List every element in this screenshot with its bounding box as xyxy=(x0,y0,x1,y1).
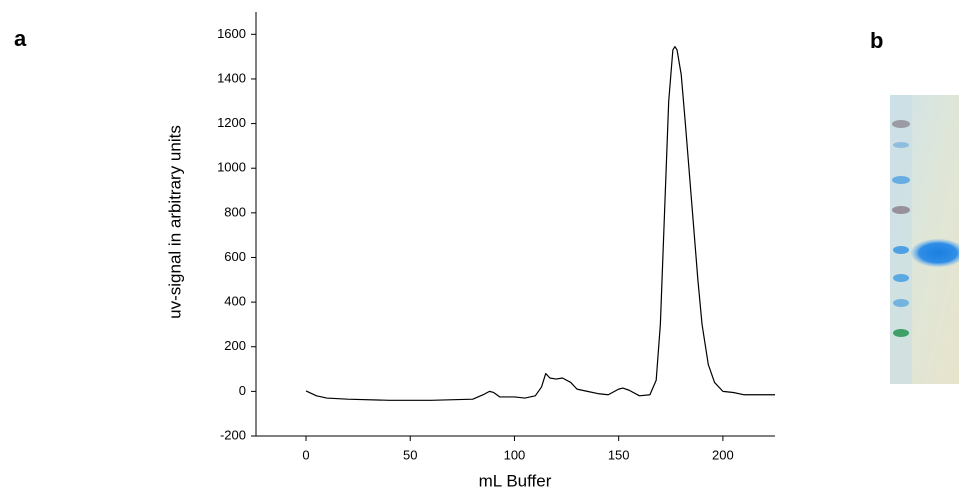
x-tick-label: 100 xyxy=(504,447,526,462)
y-tick-label: 1000 xyxy=(217,160,246,175)
y-tick-label: -200 xyxy=(220,427,246,442)
x-tick-label: 0 xyxy=(302,447,309,462)
gel-image xyxy=(890,95,959,384)
x-tick-label: 150 xyxy=(608,447,630,462)
x-axis-title: mL Buffer xyxy=(479,471,552,490)
x-tick-label: 50 xyxy=(403,447,417,462)
y-tick-label: 1600 xyxy=(217,26,246,41)
panel-label: b xyxy=(870,28,883,53)
panel-label: a xyxy=(14,26,27,51)
y-tick-label: 800 xyxy=(224,204,246,219)
y-axis-title: uv-signal in arbitrary units xyxy=(165,125,184,319)
y-tick-label: 200 xyxy=(224,338,246,353)
y-tick-label: 0 xyxy=(239,383,246,398)
y-tick-label: 400 xyxy=(224,294,246,309)
y-tick-label: 1200 xyxy=(217,115,246,130)
line xyxy=(305,45,775,401)
x-tick-label: 200 xyxy=(712,447,734,462)
y-tick-label: 600 xyxy=(224,249,246,264)
y-tick-label: 1400 xyxy=(217,70,246,85)
